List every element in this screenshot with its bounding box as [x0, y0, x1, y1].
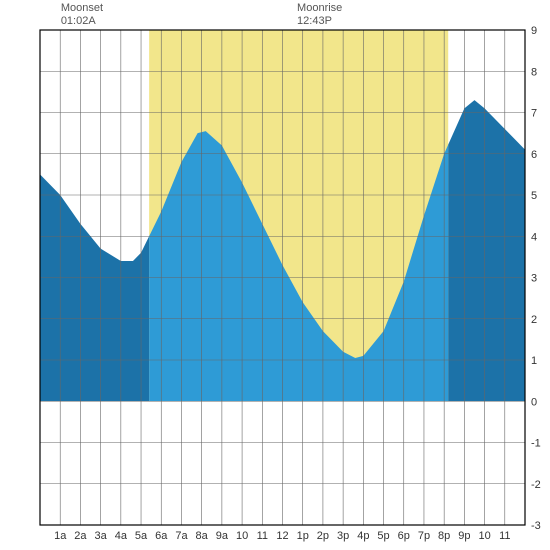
svg-text:5p: 5p [377, 530, 389, 542]
svg-text:7a: 7a [175, 530, 188, 542]
moonset-time: 01:02A [61, 15, 103, 28]
svg-text:9p: 9p [458, 530, 470, 542]
svg-text:2: 2 [531, 314, 537, 326]
tide-chart: -3-2-101234567891a2a3a4a5a6a7a8a9a101112… [0, 0, 550, 550]
svg-text:6: 6 [531, 149, 537, 161]
moonset-label: Moonset 01:02A [61, 2, 103, 28]
svg-text:-2: -2 [531, 479, 541, 491]
svg-text:11: 11 [499, 530, 510, 542]
svg-text:11: 11 [257, 530, 268, 542]
moonrise-label: Moonrise 12:43P [297, 2, 342, 28]
svg-text:1p: 1p [297, 530, 309, 542]
svg-text:-3: -3 [531, 520, 541, 532]
svg-text:3a: 3a [95, 530, 108, 542]
svg-text:12: 12 [276, 530, 288, 542]
svg-text:9: 9 [531, 25, 537, 37]
svg-text:5: 5 [531, 190, 537, 202]
svg-text:10: 10 [236, 530, 248, 542]
svg-text:6p: 6p [398, 530, 410, 542]
svg-text:10: 10 [478, 530, 490, 542]
svg-text:8p: 8p [438, 530, 450, 542]
svg-text:6a: 6a [155, 530, 168, 542]
svg-text:-1: -1 [531, 438, 541, 450]
svg-text:7: 7 [531, 108, 537, 120]
svg-text:5a: 5a [135, 530, 148, 542]
moonset-caption: Moonset [61, 2, 103, 14]
svg-text:1: 1 [531, 355, 537, 367]
svg-text:8: 8 [531, 66, 537, 78]
svg-text:9a: 9a [216, 530, 229, 542]
moonrise-time: 12:43P [297, 15, 342, 28]
svg-text:4: 4 [531, 231, 537, 243]
svg-text:8a: 8a [196, 530, 209, 542]
svg-text:3p: 3p [337, 530, 349, 542]
svg-text:3: 3 [531, 273, 537, 285]
svg-text:0: 0 [531, 396, 537, 408]
svg-text:1a: 1a [54, 530, 67, 542]
svg-text:4p: 4p [357, 530, 369, 542]
svg-text:4a: 4a [115, 530, 128, 542]
svg-text:2p: 2p [317, 530, 329, 542]
moonrise-caption: Moonrise [297, 2, 342, 14]
svg-text:2a: 2a [74, 530, 87, 542]
svg-text:7p: 7p [418, 530, 430, 542]
